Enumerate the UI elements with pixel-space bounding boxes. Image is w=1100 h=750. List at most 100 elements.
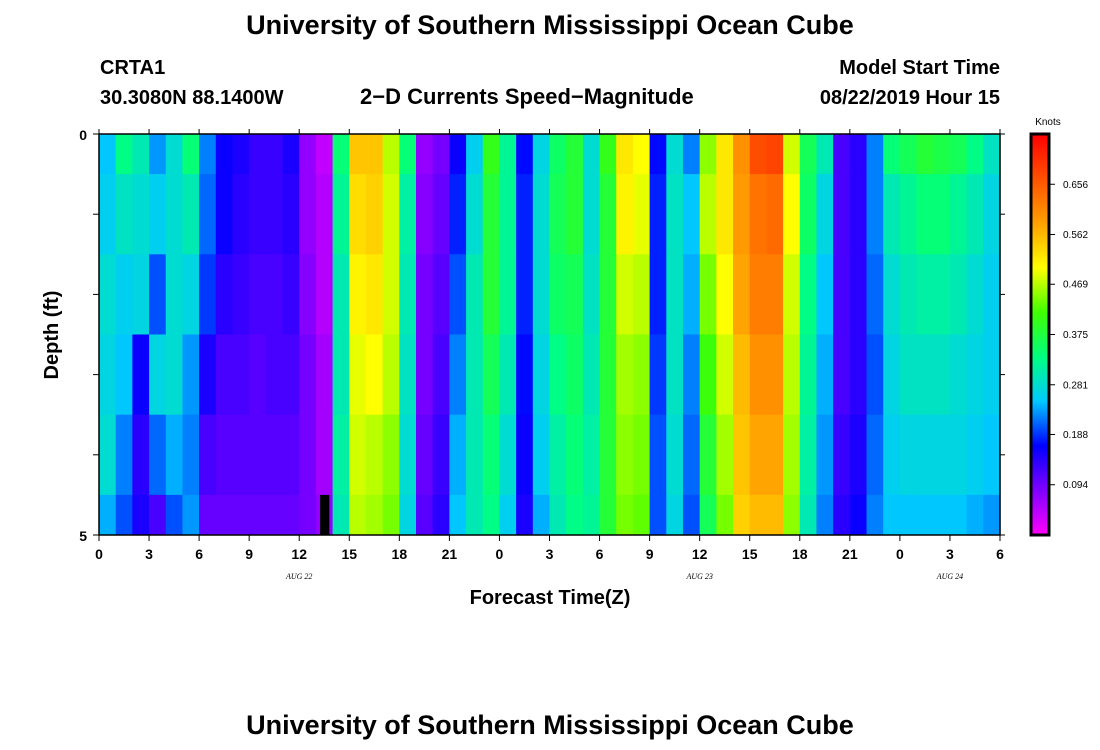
heatmap-cell: [682, 414, 701, 496]
heatmap-cell: [466, 254, 484, 335]
heatmap-cell: [983, 134, 1001, 175]
heatmap-cell: [682, 174, 701, 255]
heatmap-cell: [349, 134, 367, 175]
heatmap-cell: [165, 414, 184, 496]
heatmap-cell: [749, 134, 768, 175]
heatmap-cell: [849, 494, 868, 536]
heatmap-cell: [766, 414, 784, 496]
heatmap-cell: [282, 414, 300, 496]
heatmap-cell: [115, 414, 133, 496]
heatmap-cell: [866, 494, 884, 536]
heatmap-cell: [382, 254, 400, 335]
heatmap-cell: [649, 414, 667, 496]
heatmap-cell: [733, 414, 751, 496]
heatmap-cell: [566, 334, 584, 416]
heatmap-cell: [315, 254, 334, 335]
y-tick-label: 5: [79, 528, 87, 544]
heatmap-cell: [883, 334, 901, 416]
heatmap-cell: [132, 414, 150, 496]
heatmap-cell: [649, 254, 667, 335]
heatmap-cell: [916, 254, 934, 335]
heatmap-cell: [799, 414, 818, 496]
heatmap-cell: [516, 414, 534, 496]
heatmap-cell: [265, 174, 284, 255]
heatmap-cell: [265, 414, 284, 496]
heatmap-cell: [933, 334, 951, 416]
heatmap-cell: [849, 174, 868, 255]
heatmap-cell: [232, 254, 250, 335]
heatmap-cell: [432, 414, 450, 496]
heatmap-cell: [616, 494, 634, 536]
colorbar-unit-label: Knots: [1035, 117, 1061, 128]
heatmap-cell: [282, 174, 300, 255]
heatmap-cell: [532, 414, 551, 496]
heatmap-cell: [833, 494, 851, 536]
heatmap-cell: [699, 134, 717, 175]
heatmap-cell: [499, 334, 517, 416]
heatmap-cell: [582, 414, 601, 496]
heatmap-cell: [599, 334, 617, 416]
heatmap-cell: [833, 174, 851, 255]
heatmap-cell: [115, 494, 133, 536]
heatmap-cell: [499, 134, 517, 175]
heatmap-cell: [666, 134, 684, 175]
heatmap-cell: [182, 174, 200, 255]
heatmap-cell: [299, 254, 317, 335]
heatmap-cell: [599, 174, 617, 255]
heatmap-cell: [866, 174, 884, 255]
heatmap-cell: [265, 254, 284, 335]
heatmap-cell: [749, 254, 768, 335]
heatmap-cell: [899, 414, 918, 496]
x-tick-label: 9: [245, 546, 253, 562]
heatmap-cell: [749, 174, 768, 255]
heatmap-cell: [349, 334, 367, 416]
heatmap-cell: [499, 254, 517, 335]
heatmap-cell: [132, 134, 150, 175]
heatmap-cell: [983, 414, 1001, 496]
heatmap-cell: [749, 414, 768, 496]
x-tick-label: 12: [291, 546, 307, 562]
heatmap-cell: [849, 134, 868, 175]
heatmap-cell: [315, 414, 334, 496]
heatmap-cell: [616, 134, 634, 175]
heatmap-cell: [182, 334, 200, 416]
heatmap-cell: [666, 414, 684, 496]
heatmap-cell: [699, 334, 717, 416]
heatmap-cell: [682, 334, 701, 416]
heatmap-cell: [849, 334, 868, 416]
heatmap-cell: [516, 134, 534, 175]
heatmap-cell: [165, 134, 184, 175]
heatmap-cell: [365, 494, 384, 536]
heatmap-cell: [382, 174, 400, 255]
heatmap-cell: [883, 254, 901, 335]
heatmap-cell: [332, 174, 350, 255]
heatmap-cell: [466, 334, 484, 416]
heatmap-cell: [99, 174, 117, 255]
heatmap-cell: [783, 134, 801, 175]
heatmap-cell: [933, 494, 951, 536]
heatmap-cell: [899, 134, 918, 175]
heatmap-cell: [132, 254, 150, 335]
heatmap-cell: [282, 134, 300, 175]
heatmap-cell: [432, 174, 450, 255]
heatmap-cell: [816, 134, 834, 175]
heatmap-cell: [449, 134, 467, 175]
heatmap-cell: [99, 494, 117, 536]
heatmap-cell: [499, 494, 517, 536]
heatmap-cell: [215, 334, 234, 416]
heatmap-cell: [899, 334, 918, 416]
heatmap-cell: [532, 334, 551, 416]
heatmap-cell: [432, 134, 450, 175]
heatmap-cell: [482, 414, 501, 496]
heatmap-cell: [916, 494, 934, 536]
heatmap-cell: [699, 254, 717, 335]
heatmap-cell: [916, 414, 934, 496]
heatmap-cell: [482, 254, 501, 335]
heatmap-cell: [99, 134, 117, 175]
heatmap-cell: [165, 254, 184, 335]
heatmap-cell: [983, 174, 1001, 255]
colorbar-tick-label: 0.094: [1063, 480, 1088, 491]
heatmap-cell: [966, 414, 984, 496]
heatmap-cell: [799, 334, 818, 416]
